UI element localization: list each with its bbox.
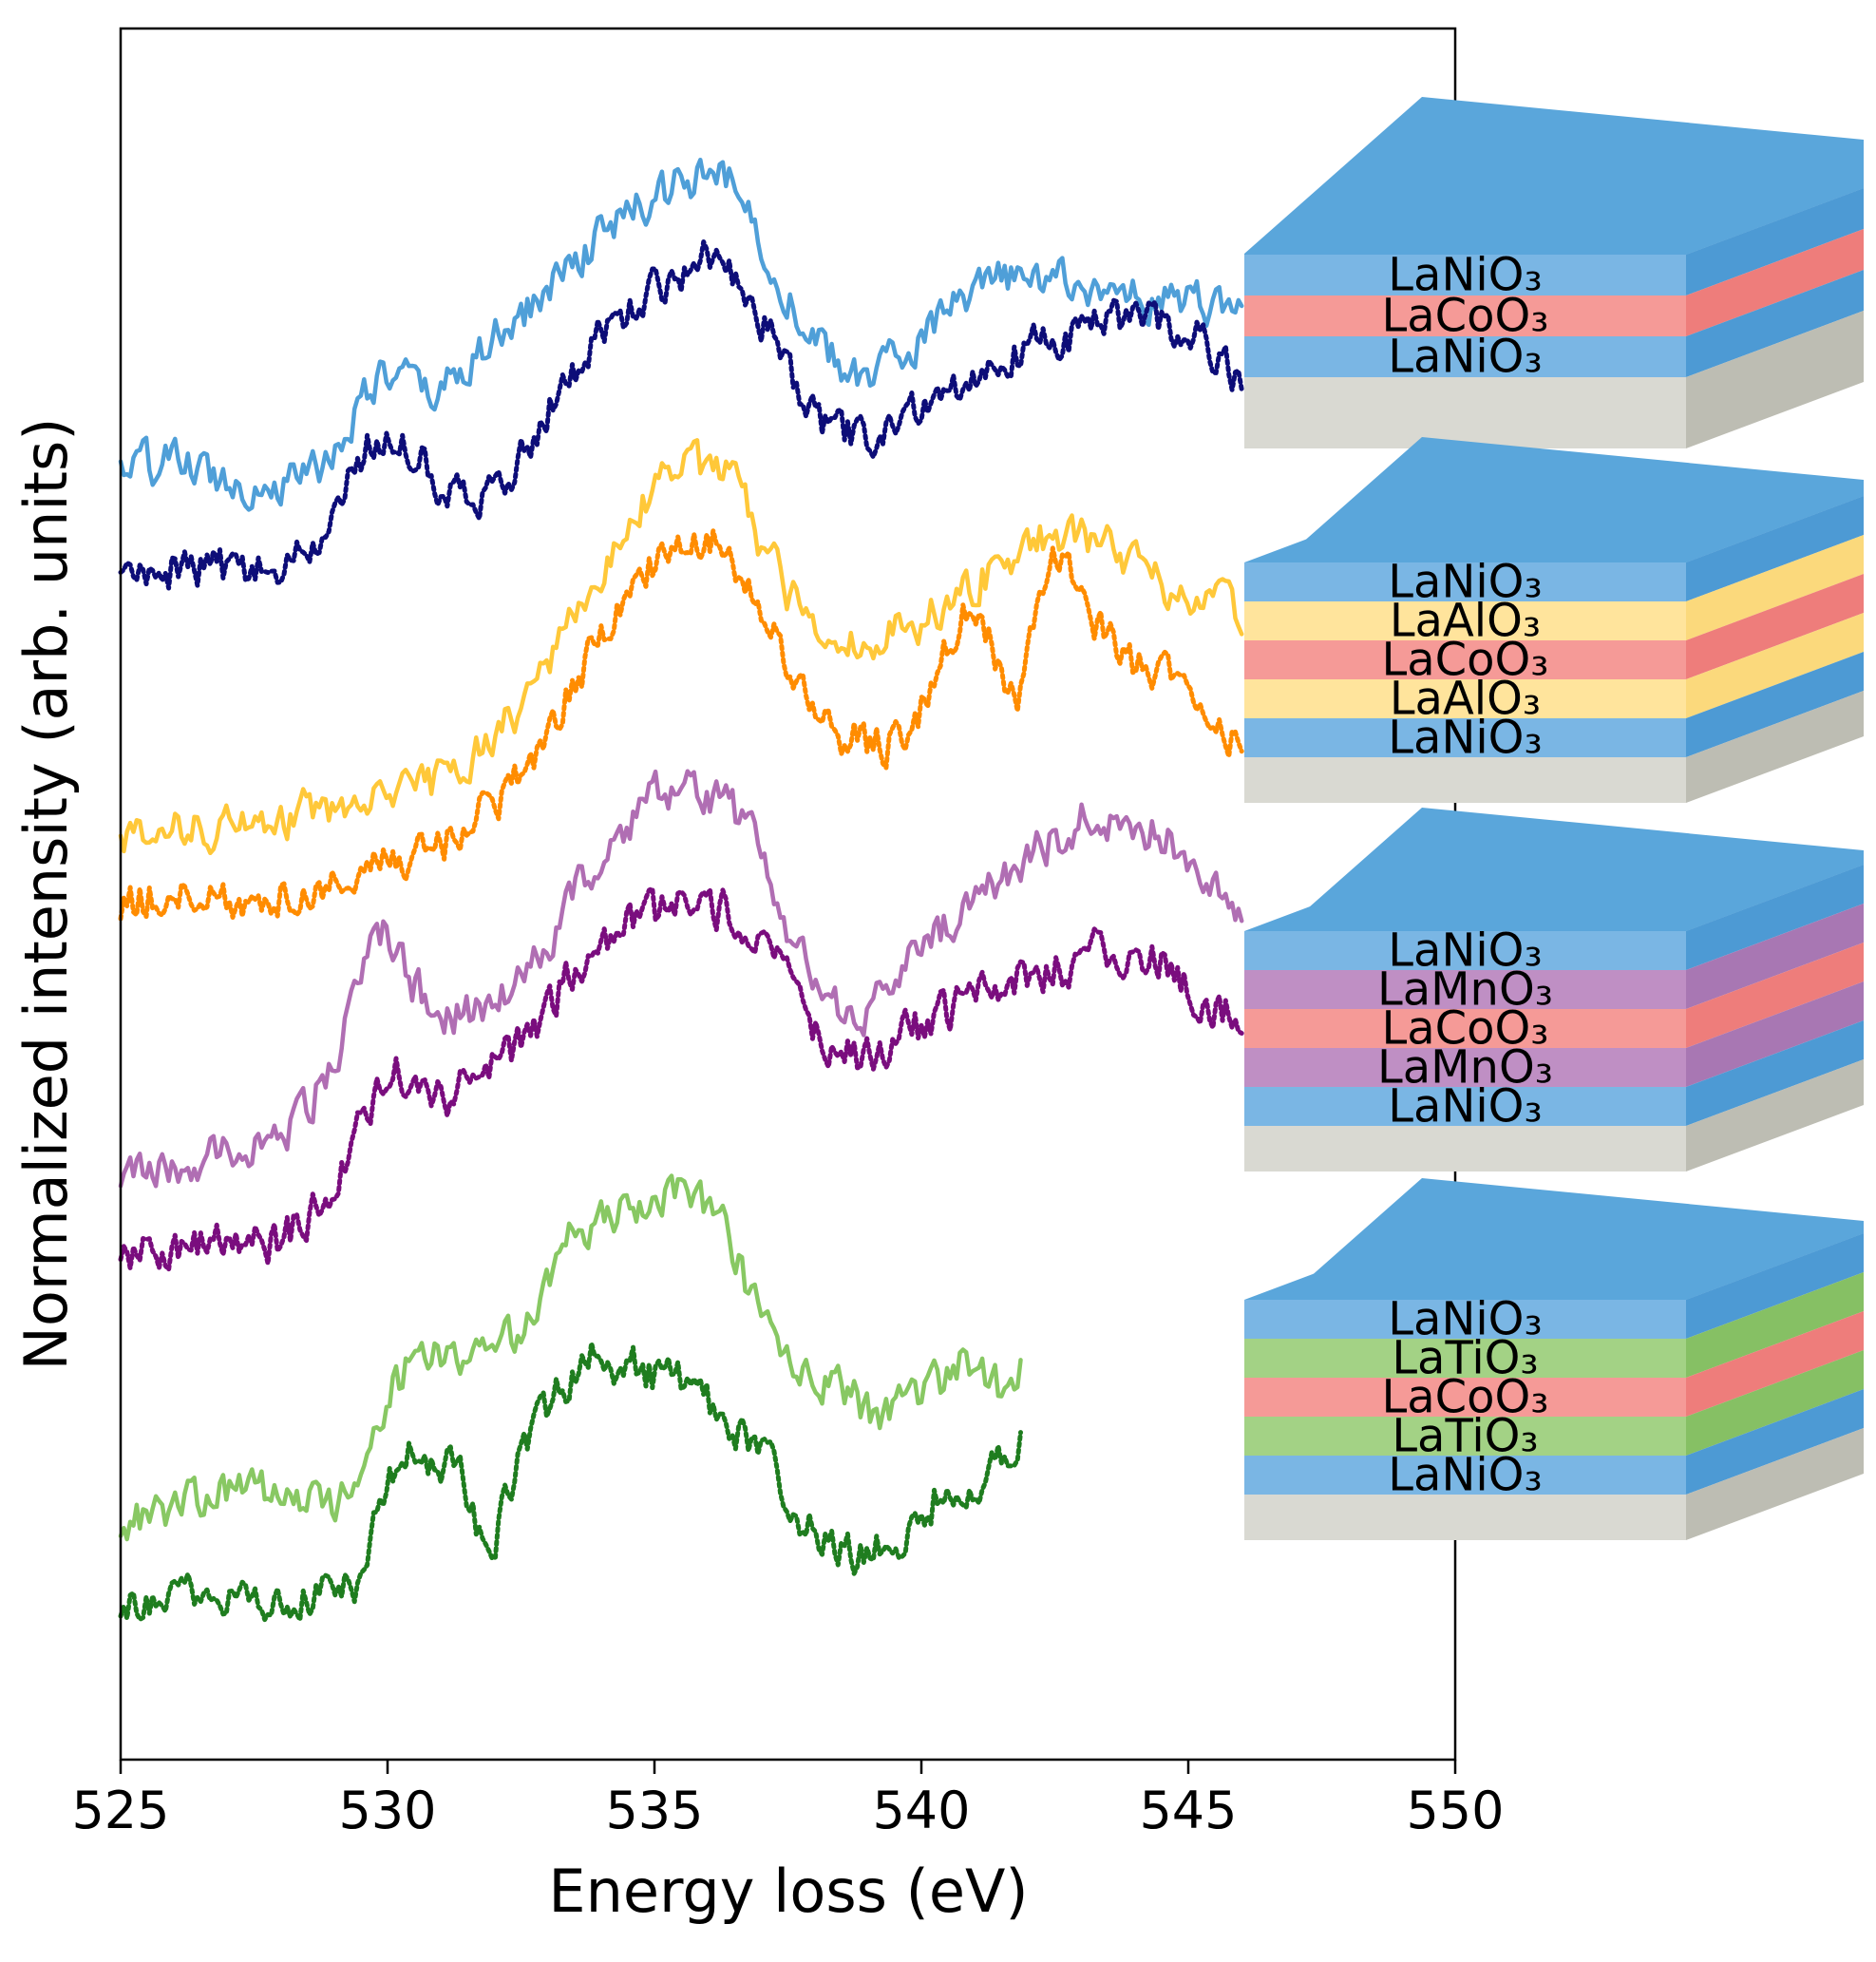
substrate-side — [1686, 1059, 1864, 1171]
layer-label-3: LaCoO₃ — [1381, 1002, 1548, 1056]
series-line-4 — [118, 528, 1244, 922]
layer-side-5 — [1686, 1389, 1864, 1495]
layer-side-1 — [1686, 1233, 1864, 1339]
layer-label-2: LaCoO₃ — [1381, 290, 1548, 343]
layer-schematics: LaNiO₃LaCoO₃LaNiO₃LaNiO₃LaAlO₃LaCoO₃LaAl… — [1244, 97, 1864, 1540]
series-line-3 — [118, 438, 1244, 856]
layer-label-3: LaCoO₃ — [1381, 634, 1548, 687]
layer-front-1 — [1244, 255, 1686, 295]
layer-label-4: LaAlO₃ — [1390, 673, 1541, 726]
layer-label-1: LaNiO₃ — [1388, 556, 1542, 609]
stack-top-face-extent — [1244, 437, 1864, 594]
layer-label-2: LaAlO₃ — [1390, 595, 1541, 648]
x-tick-label-545: 545 — [1139, 1781, 1237, 1840]
series-line-7 — [118, 1173, 1023, 1542]
layer-side-3 — [1686, 943, 1864, 1048]
x-tick-label-540: 540 — [872, 1781, 970, 1840]
x-tick-label-550: 550 — [1406, 1781, 1504, 1840]
substrate-front — [1244, 377, 1686, 448]
layer-front-4 — [1244, 1048, 1686, 1087]
x-tick-label-525: 525 — [71, 1781, 169, 1840]
layer-label-1: LaNiO₃ — [1388, 1293, 1542, 1346]
layer-label-1: LaNiO₃ — [1388, 249, 1542, 302]
layer-front-2 — [1244, 295, 1686, 336]
layer-front-3 — [1244, 640, 1686, 679]
series-line-5 — [118, 769, 1244, 1189]
layer-front-3 — [1244, 336, 1686, 377]
layer-front-1 — [1244, 931, 1686, 970]
layer-side-4 — [1686, 1350, 1864, 1456]
layer-front-3 — [1244, 1009, 1686, 1048]
series-line-6 — [118, 886, 1244, 1272]
stack-top-face-extent — [1244, 808, 1864, 964]
layer-side-5 — [1686, 652, 1864, 757]
layer-side-3 — [1686, 1311, 1864, 1417]
layer-side-1 — [1686, 865, 1864, 970]
x-tick-label-535: 535 — [605, 1781, 703, 1840]
substrate-front — [1244, 757, 1686, 803]
x-ticks: 525 530 535 540 545 550 — [71, 1760, 1505, 1840]
layer-label-3: LaCoO₃ — [1381, 1371, 1548, 1424]
layer-side-2 — [1686, 535, 1864, 640]
layer-side-1 — [1686, 496, 1864, 601]
substrate-side — [1686, 311, 1864, 448]
series-line-1 — [118, 157, 1244, 512]
layer-label-5: LaNiO₃ — [1388, 712, 1542, 765]
layer-side-2 — [1686, 904, 1864, 1009]
layer-side-2 — [1686, 229, 1864, 336]
layer-label-2: LaTiO₃ — [1392, 1332, 1538, 1385]
layer-label-5: LaNiO₃ — [1388, 1449, 1542, 1502]
layer-side-3 — [1686, 574, 1864, 679]
layer-side-4 — [1686, 613, 1864, 718]
series-line-2 — [118, 239, 1244, 591]
substrate-front — [1244, 1126, 1686, 1171]
stack-top-face-extent — [1244, 1178, 1864, 1335]
layer-label-4: LaMnO₃ — [1377, 1041, 1553, 1095]
x-tick-label-530: 530 — [338, 1781, 436, 1840]
layer-front-5 — [1244, 718, 1686, 757]
series-layer — [118, 157, 1244, 1623]
layer-side-5 — [1686, 1020, 1864, 1126]
layer-side-1 — [1686, 188, 1864, 295]
layer-front-1 — [1244, 562, 1686, 601]
layer-side-4 — [1686, 981, 1864, 1087]
layer-front-2 — [1244, 1339, 1686, 1378]
layer-front-1 — [1244, 1300, 1686, 1339]
layer-front-4 — [1244, 679, 1686, 718]
layer-front-4 — [1244, 1417, 1686, 1456]
x-axis-label: Energy loss (eV) — [548, 1857, 1028, 1926]
layer-front-3 — [1244, 1378, 1686, 1417]
y-axis-label: Normalized intensity (arb. units) — [11, 418, 81, 1371]
layer-side-2 — [1686, 1272, 1864, 1378]
substrate-front — [1244, 1495, 1686, 1540]
layer-label-4: LaTiO₃ — [1392, 1410, 1538, 1463]
layer-label-2: LaMnO₃ — [1377, 963, 1553, 1017]
layer-front-5 — [1244, 1456, 1686, 1495]
layer-front-2 — [1244, 970, 1686, 1009]
substrate-side — [1686, 1428, 1864, 1540]
series-line-8 — [118, 1341, 1023, 1623]
layer-label-3: LaNiO₃ — [1388, 331, 1542, 384]
stack-top-face-extent — [1244, 97, 1864, 255]
layer-front-5 — [1244, 1087, 1686, 1126]
layer-label-1: LaNiO₃ — [1388, 924, 1542, 978]
layer-front-2 — [1244, 601, 1686, 640]
layer-label-5: LaNiO₃ — [1388, 1080, 1542, 1133]
layer-side-3 — [1686, 270, 1864, 377]
substrate-side — [1686, 691, 1864, 803]
